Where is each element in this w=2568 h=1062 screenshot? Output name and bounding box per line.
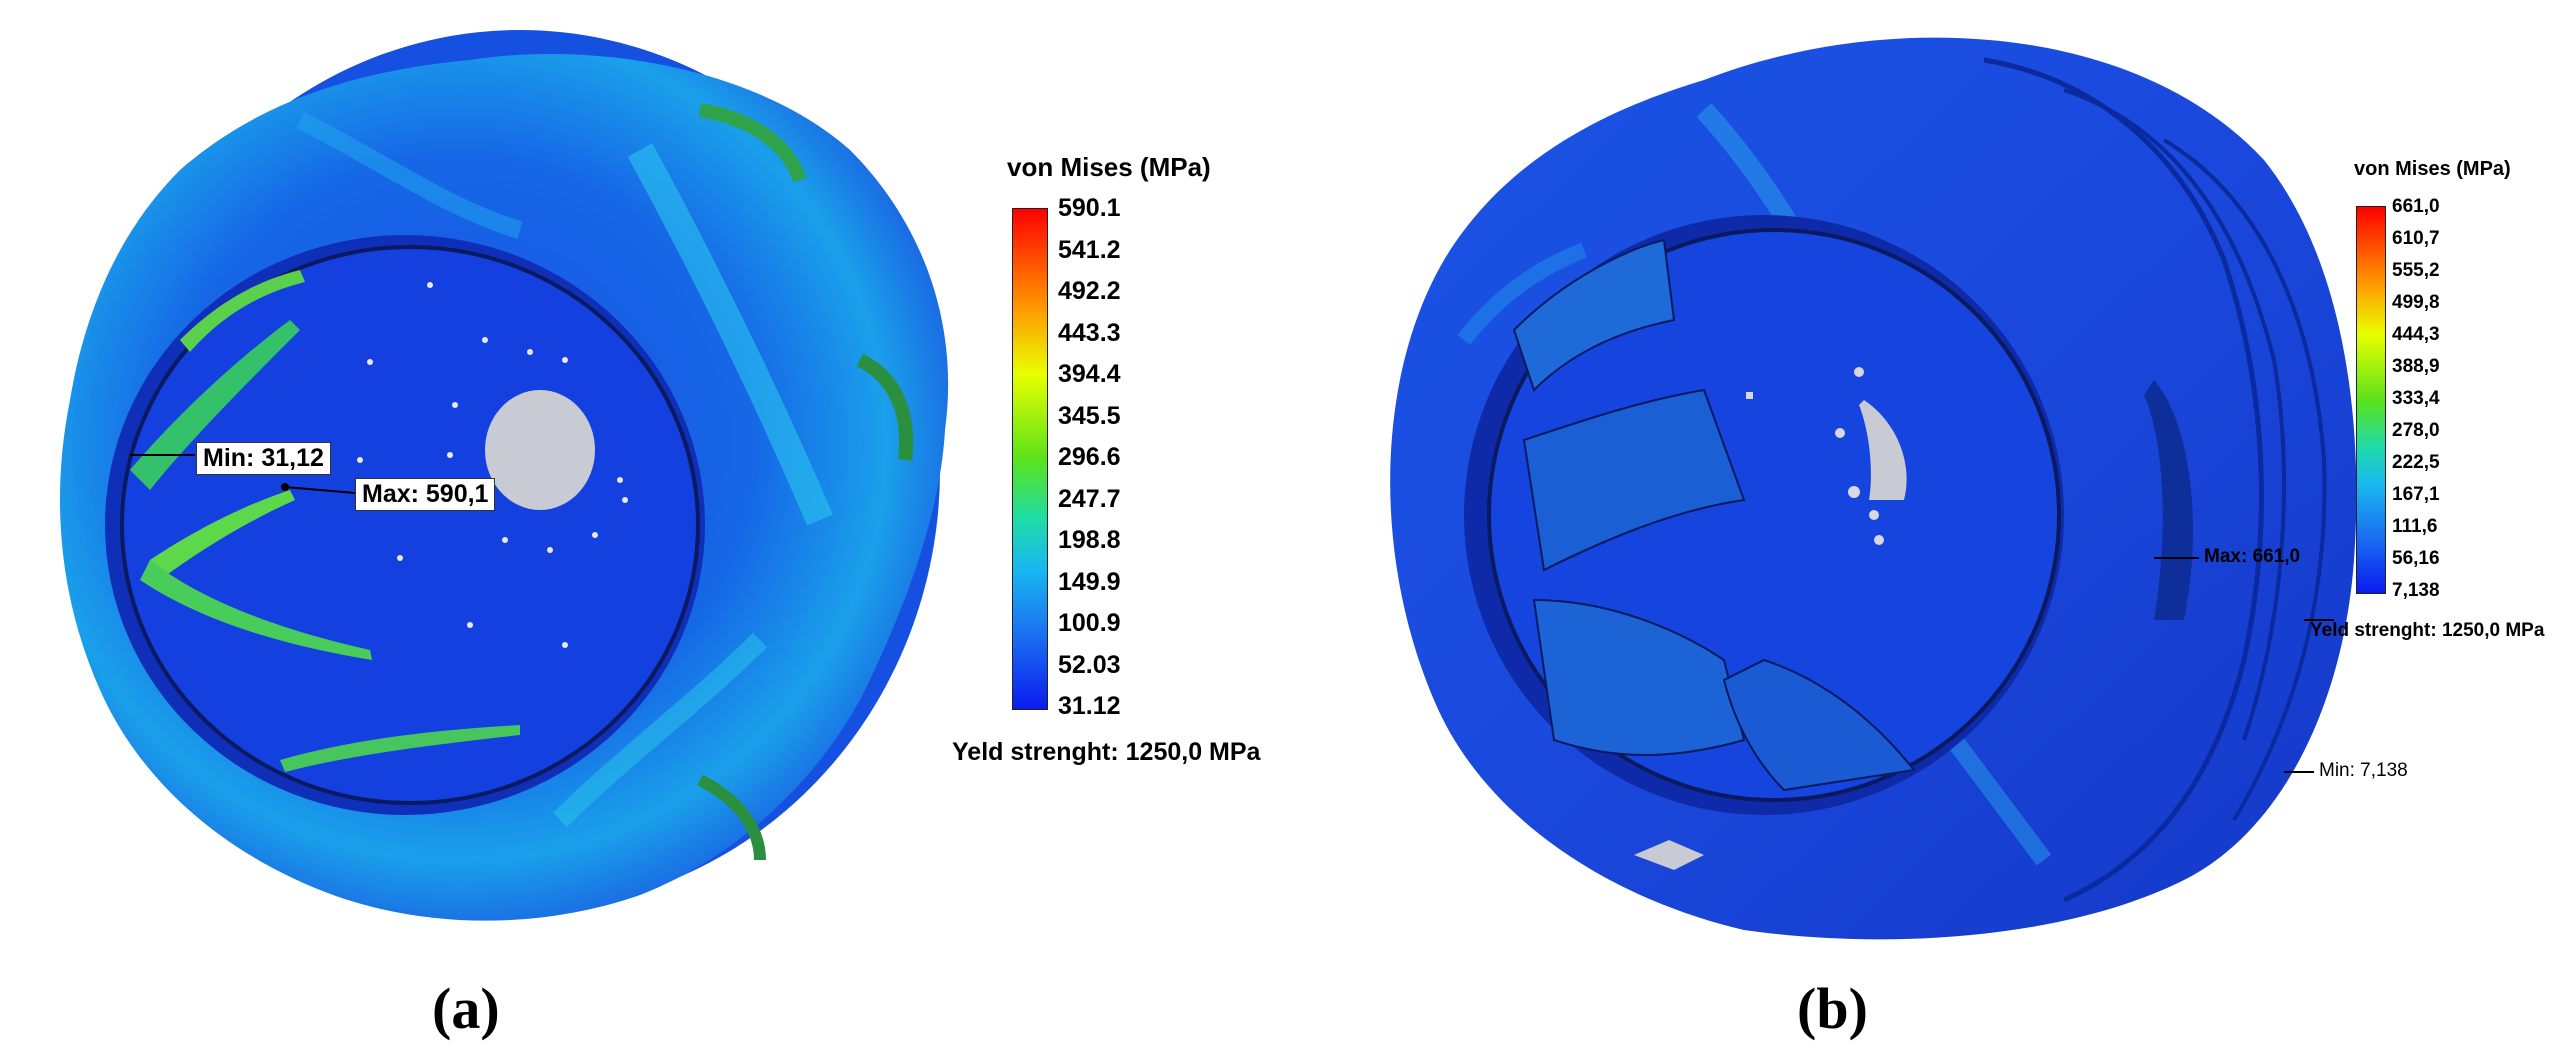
max-stress-callout: Max: 661,0 [2204, 546, 2301, 567]
legend-tick: 149.9 [1058, 567, 1121, 596]
legend-tick: 590.1 [1058, 194, 1121, 222]
legend-title: von Mises (MPa) [1007, 152, 1211, 182]
legend-tick: 394.4 [1058, 360, 1121, 388]
panel-label-a: (a) [432, 976, 500, 1041]
max-stress-callout: Max: 590,1 [355, 478, 496, 511]
legend-tick: 100.9 [1058, 609, 1121, 637]
legend-tick: 333,4 [2392, 387, 2440, 409]
legend-tick: 443.3 [1058, 318, 1121, 347]
impeller-a-illustration [60, 30, 949, 921]
legend-tick: 52.03 [1058, 650, 1121, 679]
legend-tick: 444,3 [2392, 323, 2440, 345]
legend-tick: 610,7 [2392, 227, 2440, 249]
legend-colorbar [1012, 208, 1048, 710]
legend-tick: 555,2 [2392, 259, 2440, 281]
legend-tick: 31.12 [1058, 692, 1121, 720]
legend-tick: 388,9 [2392, 355, 2440, 377]
yield-strength-label: Yeld strenght: 1250,0 MPa [2310, 620, 2545, 641]
legend-tick: 499,8 [2392, 291, 2440, 313]
legend-tick: 492.2 [1058, 277, 1121, 305]
legend-title: von Mises (MPa) [2354, 158, 2511, 180]
legend-tick: 661,0 [2392, 195, 2440, 217]
legend-tick: 56,16 [2392, 547, 2440, 569]
legend-tick: 278,0 [2392, 419, 2440, 441]
yield-strength-label: Yeld strenght: 1250,0 MPa [952, 738, 1261, 766]
legend-tick: 7,138 [2392, 579, 2440, 601]
legend-tick: 167,1 [2392, 483, 2440, 505]
min-stress-callout: Min: 31,12 [196, 442, 331, 475]
legend-tick: 541.2 [1058, 235, 1121, 264]
legend-tick: 345.5 [1058, 401, 1121, 430]
legend-tick: 198.8 [1058, 526, 1121, 554]
legend-tick: 296.6 [1058, 443, 1121, 471]
legend-tick: 247.7 [1058, 484, 1121, 513]
min-stress-callout: Min: 7,138 [2319, 760, 2408, 781]
legend-tick: 222,5 [2392, 451, 2440, 473]
panel-b: Max: 661,0 Min: 7,138 von Mises (MPa) 66… [1284, 0, 2568, 1062]
impeller-b-illustration [1390, 37, 2357, 940]
legend-colorbar [2356, 206, 2386, 594]
legend-tick: 111,6 [2392, 515, 2438, 537]
panel-label-b: (b) [1797, 976, 1868, 1041]
panel-a: Min: 31,12 Max: 590,1 von Mises (MPa) 59… [60, 30, 1261, 1041]
